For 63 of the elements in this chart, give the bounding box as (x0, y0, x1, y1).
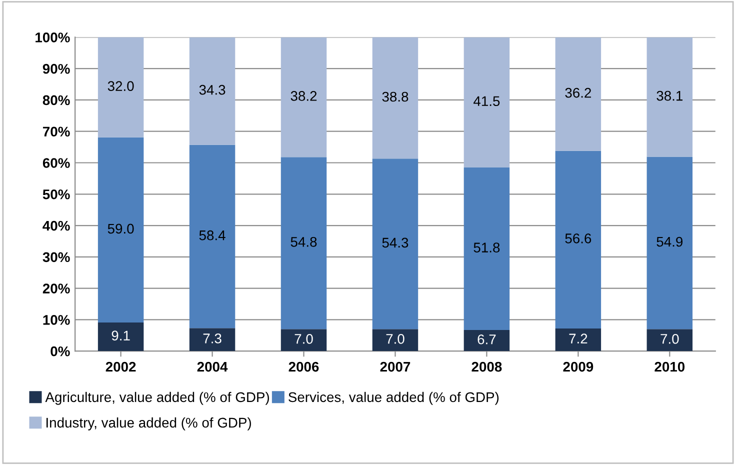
y-tick-label: 90% (42, 64, 70, 74)
data-label: 58.4 (199, 230, 226, 240)
data-label: 7.2 (569, 334, 588, 344)
x-tick-label: 2009 (563, 362, 594, 372)
y-tick-label: 40% (42, 220, 70, 231)
bar (280, 157, 327, 330)
data-label: 32.0 (108, 81, 134, 91)
data-label: 51.8 (474, 242, 500, 252)
bar (280, 37, 327, 158)
data-label: 38.2 (290, 91, 317, 101)
data-label: 36.2 (565, 88, 591, 98)
legend-label: Agriculture, value added (% of GDP) (45, 392, 269, 405)
y-tick-label: 20% (42, 284, 70, 294)
data-label: 9.1 (112, 330, 130, 341)
bar (464, 167, 510, 330)
bar (464, 330, 510, 352)
bar (189, 328, 236, 352)
bar (280, 329, 327, 352)
bar (646, 37, 693, 157)
y-tick-label: 50% (42, 189, 70, 200)
x-tick-label: 2008 (472, 362, 502, 372)
data-label: 41.5 (474, 96, 500, 106)
data-label: 7.0 (386, 334, 404, 344)
bar (98, 137, 144, 323)
bar (646, 329, 693, 352)
legend-label: Services, value added (% of GDP) (288, 392, 499, 405)
bar (555, 37, 602, 151)
x-tick-label: 2010 (654, 362, 685, 372)
data-label: 38.1 (656, 90, 682, 101)
bar (98, 322, 144, 352)
bar (189, 144, 236, 328)
data-label: 54.3 (382, 238, 408, 248)
bar (372, 158, 418, 330)
bar (372, 329, 418, 352)
x-tick-label: 2002 (106, 362, 136, 372)
y-tick-label: 30% (42, 252, 70, 262)
data-label: 59.0 (108, 224, 134, 234)
y-tick-label: 70% (43, 126, 70, 137)
y-tick-label: 100% (36, 32, 70, 42)
bar (372, 37, 418, 159)
data-label: 54.8 (290, 236, 317, 247)
legend-label: Industry, value added (% of GDP) (46, 417, 251, 430)
bar (555, 328, 602, 352)
y-tick-label: 0% (50, 346, 70, 356)
data-label: 56.6 (565, 234, 592, 244)
data-label: 7.0 (294, 334, 313, 344)
data-label: 34.3 (199, 84, 226, 95)
data-label: 54.9 (656, 236, 683, 247)
x-tick-label: 2006 (288, 362, 319, 372)
x-tick-label: 2007 (380, 362, 410, 372)
bar (189, 37, 236, 145)
y-tick-label: 10% (43, 315, 70, 325)
data-label: 7.3 (203, 334, 222, 344)
data-label: 7.0 (660, 334, 679, 344)
bar (464, 37, 510, 168)
data-label: 6.7 (478, 334, 496, 344)
y-tick-label: 80% (42, 95, 70, 106)
bar (98, 37, 144, 138)
x-tick-label: 2004 (197, 362, 228, 372)
data-label: 38.8 (382, 92, 408, 102)
bar (646, 156, 693, 330)
bar (555, 150, 602, 328)
y-tick-label: 60% (42, 158, 70, 168)
